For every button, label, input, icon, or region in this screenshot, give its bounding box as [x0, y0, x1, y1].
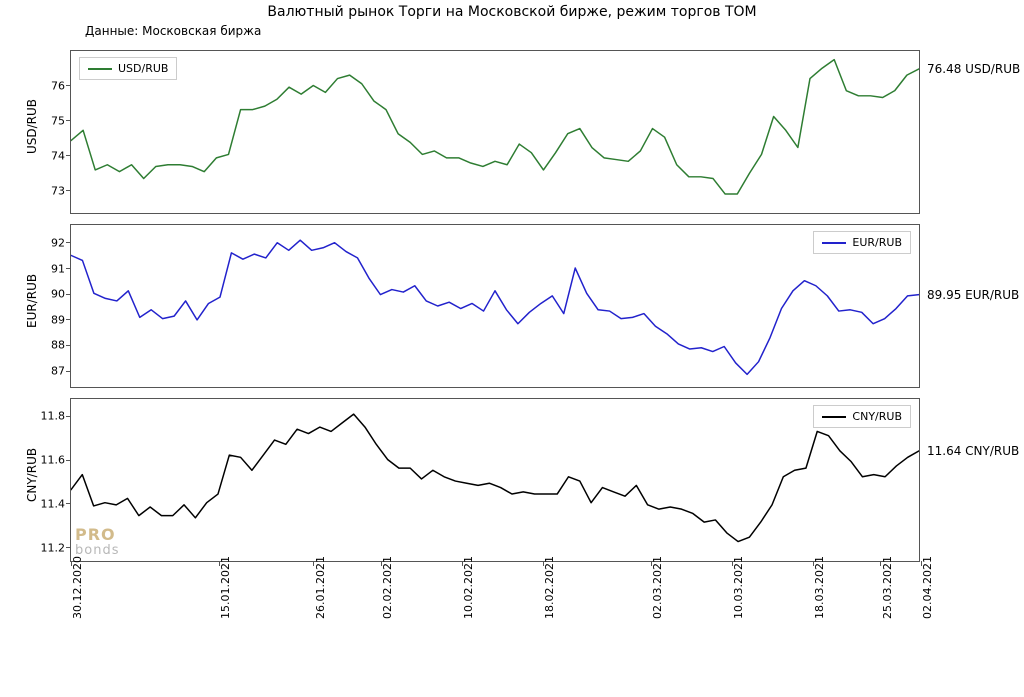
panel-cny: 11.211.411.611.8CNY/RUB11.64 CNY/RUBCNY/…: [70, 398, 920, 562]
ytick-label: 89: [51, 313, 71, 326]
ytick-label: 73: [51, 184, 71, 197]
legend-swatch: [822, 416, 846, 418]
ylabel-usd: USD/RUB: [25, 99, 39, 154]
xtick-label: 10.03.2021: [732, 556, 745, 619]
panel-eur: 878889909192EUR/RUB89.95 EUR/RUBEUR/RUB: [70, 224, 920, 388]
xtick-label: 02.04.2021: [921, 556, 934, 619]
right-value-cny: 11.64 CNY/RUB: [919, 444, 1019, 458]
line-usd: [71, 51, 919, 213]
right-value-usd: 76.48 USD/RUB: [919, 62, 1020, 76]
xtick-label: 18.03.2021: [813, 556, 826, 619]
line-cny: [71, 399, 919, 561]
watermark-line2: bonds: [75, 543, 119, 558]
xtick-label: 02.02.2021: [381, 556, 394, 619]
legend-swatch: [822, 242, 846, 244]
line-eur: [71, 225, 919, 387]
legend-cny: CNY/RUB: [813, 405, 911, 428]
ytick-label: 11.4: [41, 497, 72, 510]
ytick-label: 11.6: [41, 454, 72, 467]
xtick-label: 30.12.2020: [71, 556, 84, 619]
xtick-label: 25.03.2021: [881, 556, 894, 619]
watermark-line1: PRO: [75, 525, 116, 544]
ytick-label: 87: [51, 365, 71, 378]
legend-usd: USD/RUB: [79, 57, 177, 80]
watermark: PRObonds: [75, 528, 119, 557]
xtick-label: 15.01.2021: [219, 556, 232, 619]
xtick-label: 18.02.2021: [543, 556, 556, 619]
ytick-label: 88: [51, 339, 71, 352]
panel-usd: 73747576USD/RUB76.48 USD/RUBUSD/RUB: [70, 50, 920, 214]
chart-title: Валютный рынок Торги на Московской бирже…: [0, 4, 1024, 20]
chart-subtitle: Данные: Московская биржа: [85, 24, 261, 38]
ytick-label: 74: [51, 149, 71, 162]
right-value-eur: 89.95 EUR/RUB: [919, 288, 1019, 302]
xtick-label: 02.03.2021: [651, 556, 664, 619]
legend-label: EUR/RUB: [852, 236, 902, 249]
ytick-label: 91: [51, 262, 71, 275]
legend-label: CNY/RUB: [852, 410, 902, 423]
ytick-label: 75: [51, 114, 71, 127]
ylabel-eur: EUR/RUB: [25, 274, 39, 328]
ytick-label: 11.2: [41, 541, 72, 554]
ylabel-cny: CNY/RUB: [25, 448, 39, 502]
ytick-label: 92: [51, 236, 71, 249]
legend-eur: EUR/RUB: [813, 231, 911, 254]
ytick-label: 90: [51, 288, 71, 301]
xtick-label: 26.01.2021: [314, 556, 327, 619]
xtick-label: 10.02.2021: [462, 556, 475, 619]
ytick-label: 76: [51, 79, 71, 92]
currency-figure: Валютный рынок Торги на Московской бирже…: [0, 0, 1024, 697]
legend-swatch: [88, 68, 112, 70]
legend-label: USD/RUB: [118, 62, 168, 75]
ytick-label: 11.8: [41, 410, 72, 423]
